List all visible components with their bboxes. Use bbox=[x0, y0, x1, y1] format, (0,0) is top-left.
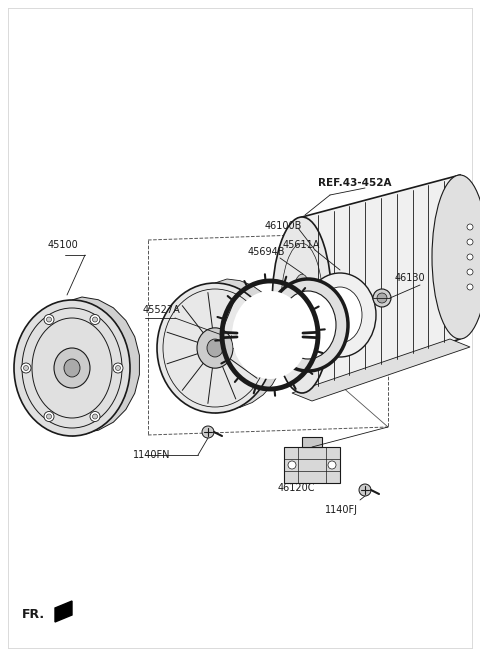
Ellipse shape bbox=[268, 279, 348, 371]
Circle shape bbox=[467, 254, 473, 260]
Ellipse shape bbox=[272, 217, 332, 393]
Circle shape bbox=[113, 363, 123, 373]
Circle shape bbox=[467, 224, 473, 230]
Circle shape bbox=[202, 426, 214, 438]
Ellipse shape bbox=[304, 273, 376, 357]
Circle shape bbox=[47, 414, 51, 419]
Ellipse shape bbox=[291, 274, 312, 336]
Circle shape bbox=[47, 317, 51, 322]
Text: FR.: FR. bbox=[22, 609, 45, 621]
Ellipse shape bbox=[197, 328, 233, 368]
Ellipse shape bbox=[232, 291, 308, 379]
Text: 45527A: 45527A bbox=[143, 305, 181, 315]
Ellipse shape bbox=[318, 287, 362, 343]
Text: 45100: 45100 bbox=[48, 240, 79, 250]
Circle shape bbox=[328, 461, 336, 469]
Circle shape bbox=[21, 363, 31, 373]
Circle shape bbox=[377, 293, 387, 303]
Circle shape bbox=[93, 317, 97, 322]
Text: REF.43-452A: REF.43-452A bbox=[318, 178, 392, 188]
Ellipse shape bbox=[54, 348, 90, 388]
Text: 46130: 46130 bbox=[395, 273, 426, 283]
Ellipse shape bbox=[280, 291, 336, 359]
Circle shape bbox=[373, 289, 391, 307]
Polygon shape bbox=[215, 279, 285, 413]
Polygon shape bbox=[72, 297, 139, 436]
Ellipse shape bbox=[64, 359, 80, 377]
Text: 1140FJ: 1140FJ bbox=[325, 505, 358, 515]
Circle shape bbox=[90, 314, 100, 325]
Text: 45611A: 45611A bbox=[283, 240, 320, 250]
Polygon shape bbox=[302, 437, 322, 447]
Circle shape bbox=[44, 314, 54, 325]
Circle shape bbox=[359, 484, 371, 496]
Circle shape bbox=[44, 411, 54, 422]
Ellipse shape bbox=[157, 283, 273, 413]
Ellipse shape bbox=[14, 300, 130, 436]
Ellipse shape bbox=[207, 339, 223, 357]
Text: 1140FN: 1140FN bbox=[133, 450, 170, 460]
Text: 46100B: 46100B bbox=[265, 221, 302, 231]
Circle shape bbox=[90, 411, 100, 422]
Circle shape bbox=[467, 269, 473, 275]
Circle shape bbox=[288, 461, 296, 469]
Polygon shape bbox=[55, 601, 72, 622]
Circle shape bbox=[467, 239, 473, 245]
Polygon shape bbox=[284, 447, 340, 483]
Text: 46120C: 46120C bbox=[278, 483, 315, 493]
Ellipse shape bbox=[432, 175, 480, 339]
Polygon shape bbox=[292, 339, 470, 401]
Text: 45694B: 45694B bbox=[248, 247, 286, 257]
Circle shape bbox=[467, 284, 473, 290]
Circle shape bbox=[24, 365, 28, 371]
Circle shape bbox=[93, 414, 97, 419]
Polygon shape bbox=[302, 175, 460, 393]
Circle shape bbox=[116, 365, 120, 371]
